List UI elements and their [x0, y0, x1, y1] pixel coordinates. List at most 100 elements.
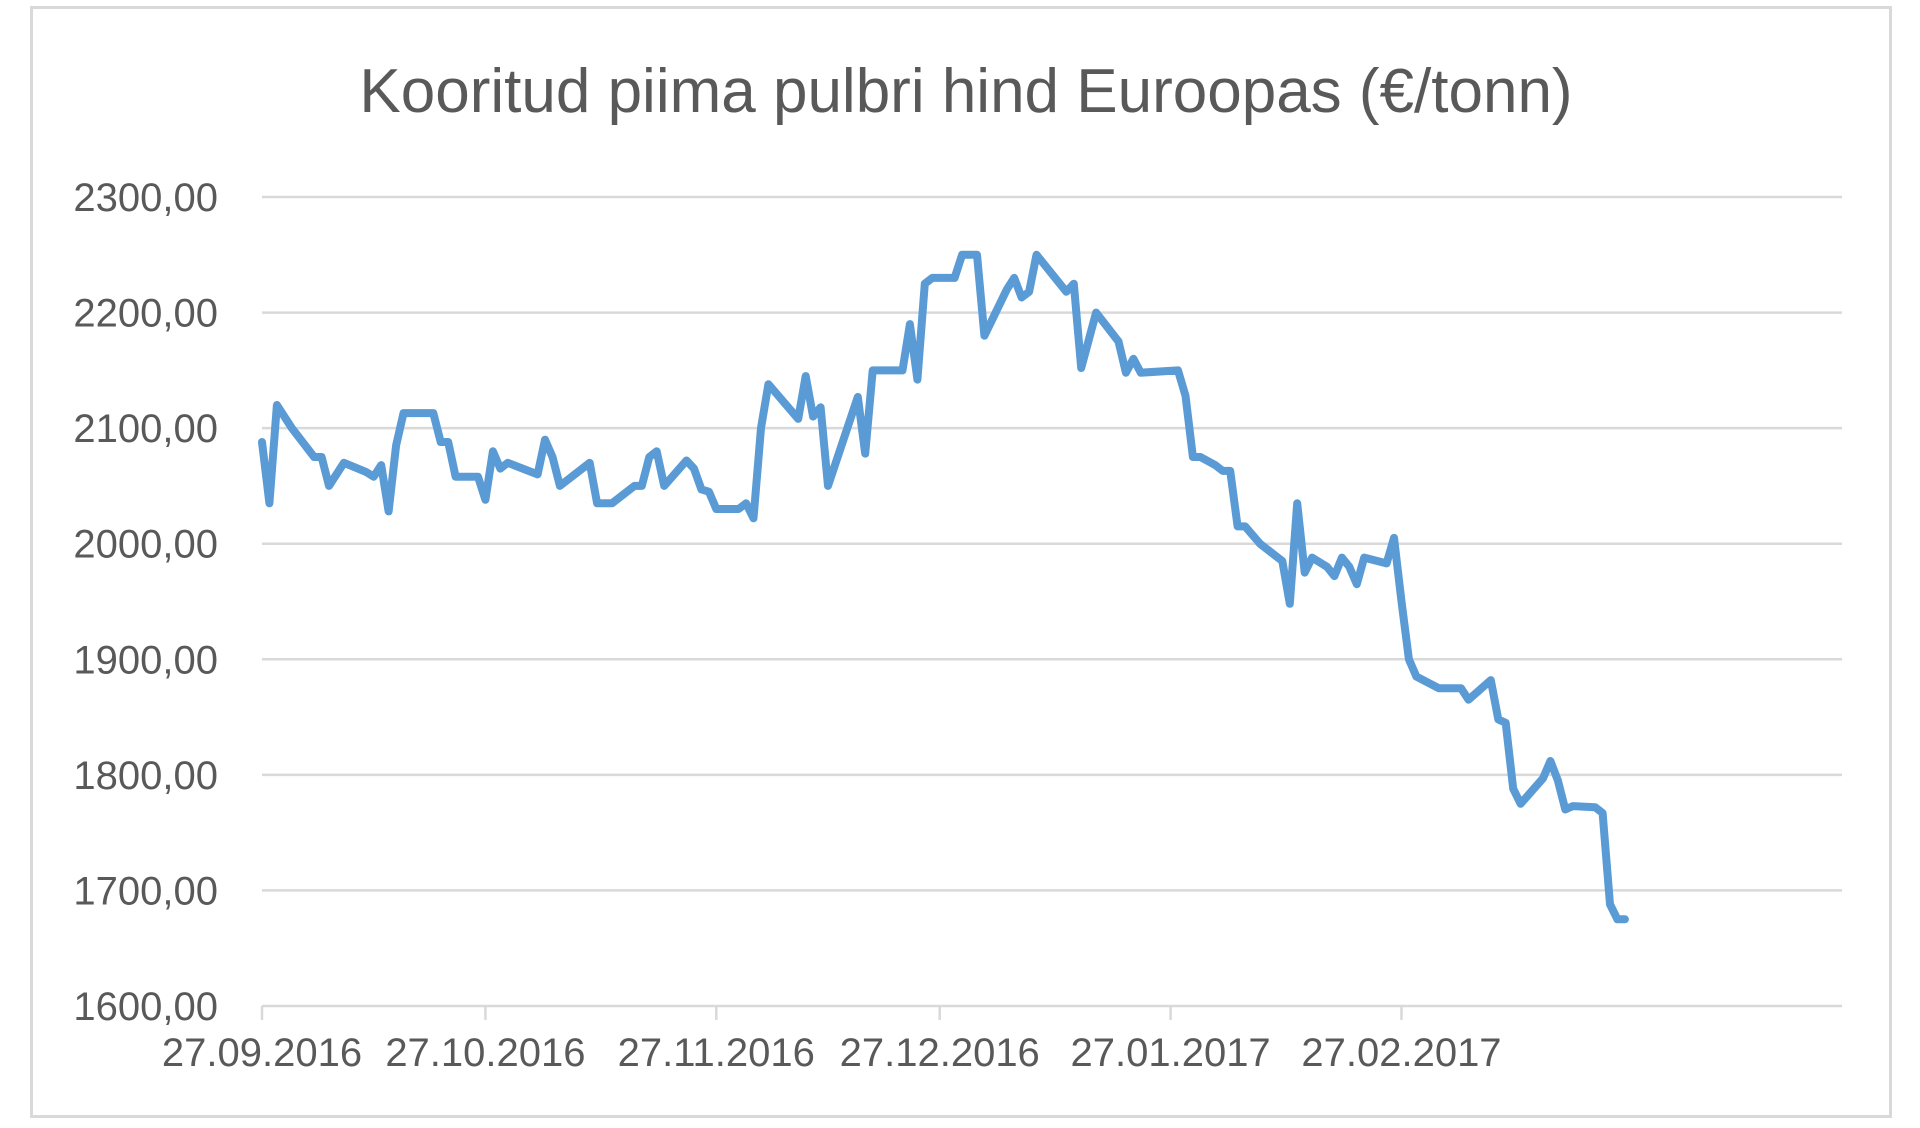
data-point — [1222, 470, 1224, 472]
data-point — [961, 254, 963, 256]
x-tick-label: 27.10.2016 — [385, 1031, 585, 1075]
y-tick-label: 2000,00 — [73, 523, 218, 567]
data-point — [1036, 254, 1037, 256]
data-point — [559, 485, 561, 487]
x-axis: 27.09.2016 27.10.2016 27.11.2016 27.12.2016… — [162, 1004, 1842, 1075]
data-point — [1512, 788, 1514, 790]
data-point — [522, 468, 524, 470]
data-point — [291, 427, 293, 429]
data-point — [1013, 277, 1015, 279]
data-point — [1199, 456, 1201, 458]
data-point — [1274, 554, 1276, 556]
data-point — [1289, 603, 1291, 605]
data-point — [1572, 805, 1574, 807]
data-point — [916, 379, 918, 381]
data-point — [492, 450, 494, 452]
data-point — [1132, 358, 1134, 360]
data-point — [1497, 718, 1499, 720]
y-tick-label: 2300,00 — [73, 176, 218, 220]
data-point — [924, 283, 926, 285]
data-point — [552, 456, 553, 458]
data-point — [1341, 557, 1343, 559]
data-point — [1281, 560, 1283, 562]
data-point — [1304, 572, 1306, 574]
series-line — [258, 250, 1629, 924]
data-point — [738, 508, 740, 510]
data-point — [1185, 395, 1186, 397]
data-point — [1415, 676, 1417, 678]
data-point — [611, 502, 613, 504]
x-tick-label: 27.11.2016 — [618, 1031, 815, 1075]
data-point — [1356, 583, 1358, 585]
x-tick-label: 27.09.2016 — [162, 1031, 362, 1075]
data-point — [745, 502, 747, 504]
y-tick-label: 1700,00 — [73, 869, 218, 913]
data-point — [1564, 809, 1566, 810]
chart-frame — [30, 6, 1892, 1118]
data-point — [1259, 543, 1261, 545]
data-point — [1333, 575, 1335, 577]
data-point — [343, 462, 345, 464]
data-point — [753, 517, 754, 519]
data-point — [1296, 502, 1298, 504]
data-point — [663, 485, 665, 487]
data-point — [388, 510, 390, 512]
data-point — [1468, 699, 1469, 701]
data-point — [261, 441, 263, 443]
y-tick-label: 1800,00 — [73, 754, 218, 798]
data-point — [1073, 283, 1075, 285]
data-point — [1609, 903, 1611, 905]
gridlines — [262, 195, 1842, 892]
data-point — [313, 456, 315, 458]
data-point — [380, 464, 382, 466]
data-point — [760, 427, 762, 429]
data-point — [1080, 367, 1082, 369]
data-point — [499, 468, 501, 470]
data-point — [700, 488, 702, 490]
data-point — [1311, 557, 1313, 559]
data-point — [1192, 456, 1194, 458]
data-point — [1505, 722, 1507, 724]
y-tick-label: 2100,00 — [73, 407, 218, 451]
data-point — [633, 485, 635, 487]
data-point — [797, 418, 799, 420]
data-point — [1140, 372, 1142, 374]
data-point — [1021, 297, 1023, 298]
x-tick-label: 27.02.2017 — [1301, 1031, 1501, 1075]
data-point — [931, 277, 933, 279]
data-point — [812, 416, 814, 418]
data-point — [1125, 372, 1127, 374]
data-point — [1393, 537, 1395, 539]
data-point — [403, 412, 404, 414]
data-point — [857, 396, 859, 398]
x-tick-label: 27.01.2017 — [1070, 1031, 1270, 1075]
data-point — [656, 450, 658, 452]
y-axis-ticks: 1600,00 1700,00 1800,00 1900,00 2000,00 2100,… — [73, 176, 218, 1029]
data-point — [805, 375, 807, 377]
y-tick-label: 1900,00 — [73, 638, 218, 682]
data-point — [1490, 679, 1492, 681]
data-point — [365, 471, 367, 473]
data-point — [440, 441, 442, 443]
data-point — [1326, 566, 1328, 568]
data-point — [321, 456, 323, 458]
data-point — [1348, 566, 1350, 568]
data-point — [1006, 289, 1008, 290]
data-point — [902, 369, 903, 371]
data-point — [544, 439, 546, 441]
data-point — [1177, 369, 1179, 371]
data-point — [820, 406, 822, 408]
data-point — [715, 508, 717, 510]
data-point — [537, 473, 539, 475]
data-point — [872, 369, 874, 371]
data-point — [455, 476, 457, 478]
data-point — [909, 323, 911, 325]
data-point — [1549, 760, 1551, 762]
data-point — [686, 460, 687, 461]
data-point — [432, 412, 434, 414]
data-point — [1095, 312, 1097, 314]
data-point — [596, 502, 598, 504]
data-point — [1460, 687, 1462, 689]
data-point — [1438, 687, 1440, 689]
data-point — [708, 491, 710, 493]
